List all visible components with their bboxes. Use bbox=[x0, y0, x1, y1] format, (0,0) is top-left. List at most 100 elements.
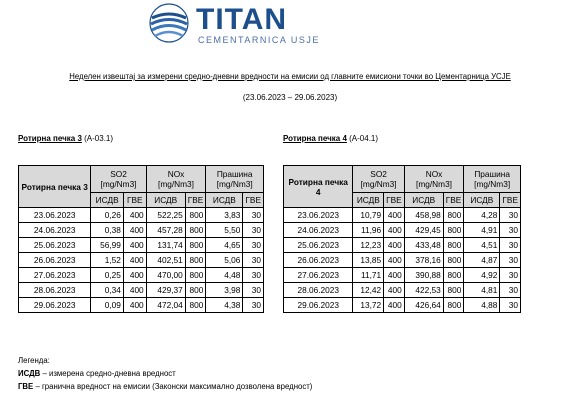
nox-isdv-cell: 390,88 bbox=[403, 267, 444, 283]
so2-gve-cell: 400 bbox=[122, 207, 147, 223]
so2-label: SO2 bbox=[370, 169, 387, 179]
dust-isdv-cell: 4,48 bbox=[205, 267, 244, 283]
dust-gve-cell: 30 bbox=[242, 207, 264, 223]
logo-wordmark: TITAN bbox=[196, 3, 288, 36]
nox-isdv-cell: 378,16 bbox=[403, 252, 444, 268]
nox-gve-cell: 800 bbox=[442, 297, 465, 313]
dust-gve-header: ГВЕ bbox=[242, 192, 264, 208]
nox-gve-cell: 800 bbox=[184, 267, 207, 283]
date-cell: 25.06.2023 bbox=[282, 237, 354, 253]
nox-gve-cell: 800 bbox=[442, 207, 465, 223]
date-cell: 24.06.2023 bbox=[17, 222, 92, 238]
dust-gve-cell: 30 bbox=[499, 237, 521, 253]
so2-unit: [mg/Nm3] bbox=[360, 179, 397, 189]
nox-gve-header: ГВЕ bbox=[442, 192, 465, 208]
so2-header: SO2 [mg/Nm3] bbox=[352, 165, 405, 193]
date-cell: 27.06.2023 bbox=[282, 267, 354, 283]
legend-desc: – гранична вредност на емисии (Законски … bbox=[35, 382, 313, 391]
nox-label: NOx bbox=[167, 169, 185, 179]
nox-gve-cell: 800 bbox=[184, 207, 207, 223]
kiln-3-emissions-table: Ротирна печка 3 SO2 [mg/Nm3] NOx [mg/Nm3… bbox=[17, 165, 264, 313]
so2-isdv-cell: 13,85 bbox=[352, 252, 385, 268]
table-row: 24.06.2023 0,38 400 457,28 800 5,50 30 bbox=[17, 222, 264, 238]
so2-gve-cell: 400 bbox=[383, 252, 405, 268]
date-cell: 25.06.2023 bbox=[17, 237, 92, 253]
legend-term: ИСДВ bbox=[18, 369, 41, 378]
date-cell: 29.06.2023 bbox=[17, 297, 92, 313]
nox-isdv-cell: 522,25 bbox=[145, 207, 186, 223]
nox-isdv-cell: 422,53 bbox=[403, 282, 444, 298]
table-row: 23.06.2023 0,26 400 522,25 800 3,83 30 bbox=[17, 207, 264, 223]
nox-isdv-cell: 458,98 bbox=[403, 207, 444, 223]
so2-gve-cell: 400 bbox=[383, 207, 405, 223]
kiln-3-code: (A-03.1) bbox=[84, 134, 114, 143]
titan-globe-icon bbox=[149, 3, 189, 43]
table-row: 24.06.2023 11,96 400 429,45 800 4,91 30 bbox=[282, 222, 521, 238]
table-row: 29.06.2023 0,09 400 472,04 800 4,38 30 bbox=[17, 297, 264, 313]
dust-gve-cell: 30 bbox=[499, 282, 521, 298]
so2-label: SO2 bbox=[110, 169, 127, 179]
date-cell: 28.06.2023 bbox=[282, 282, 354, 298]
date-cell: 24.06.2023 bbox=[282, 222, 354, 238]
dust-gve-cell: 30 bbox=[499, 252, 521, 268]
nox-gve-cell: 800 bbox=[184, 252, 207, 268]
date-cell: 23.06.2023 bbox=[282, 207, 354, 223]
nox-gve-cell: 800 bbox=[184, 222, 207, 238]
dust-gve-cell: 30 bbox=[499, 297, 521, 313]
dust-gve-cell: 30 bbox=[242, 282, 264, 298]
so2-gve-cell: 400 bbox=[122, 297, 147, 313]
dust-isdv-cell: 4,38 bbox=[205, 297, 244, 313]
dust-isdv-cell: 5,50 bbox=[205, 222, 244, 238]
kiln-3-label: Ротирна печка 3 (A-03.1) bbox=[18, 134, 113, 143]
date-cell: 23.06.2023 bbox=[17, 207, 92, 223]
so2-isdv-cell: 11,71 bbox=[352, 267, 385, 283]
dust-isdv-cell: 3,83 bbox=[205, 207, 244, 223]
kiln-4-table-header: Ротирна печка 4 bbox=[282, 165, 354, 208]
report-period: (23.06.2023 – 29.06.2023) bbox=[242, 93, 338, 102]
table-row: 25.06.2023 56,99 400 131,74 800 4,65 30 bbox=[17, 237, 264, 253]
kiln-4-code: (A-04.1) bbox=[349, 134, 379, 143]
kiln-3-name: Ротирна печка 3 bbox=[18, 134, 82, 143]
dust-isdv-cell: 4,28 bbox=[463, 207, 501, 223]
nox-gve-header: ГВЕ bbox=[184, 192, 207, 208]
dust-gve-cell: 30 bbox=[499, 267, 521, 283]
dust-isdv-cell: 4,65 bbox=[205, 237, 244, 253]
dust-gve-cell: 30 bbox=[242, 267, 264, 283]
so2-gve-cell: 400 bbox=[383, 267, 405, 283]
table-row: 28.06.2023 12,42 400 422,53 800 4,81 30 bbox=[282, 282, 521, 298]
dust-isdv-header: ИСДВ bbox=[205, 192, 244, 208]
date-cell: 28.06.2023 bbox=[17, 282, 92, 298]
nox-isdv-header: ИСДВ bbox=[403, 192, 444, 208]
nox-header: NOx [mg/Nm3] bbox=[403, 165, 465, 193]
kiln-4-emissions-table: Ротирна печка 4 SO2 [mg/Nm3] NOx [mg/Nm3… bbox=[282, 165, 521, 313]
dust-isdv-cell: 4,51 bbox=[463, 237, 501, 253]
nox-isdv-cell: 433,48 bbox=[403, 237, 444, 253]
dust-isdv-cell: 4,87 bbox=[463, 252, 501, 268]
nox-gve-cell: 800 bbox=[442, 267, 465, 283]
table-row: 26.06.2023 1,52 400 402,51 800 5,06 30 bbox=[17, 252, 264, 268]
so2-isdv-cell: 0,34 bbox=[90, 282, 124, 298]
nox-isdv-cell: 472,04 bbox=[145, 297, 186, 313]
nox-unit: [mg/Nm3] bbox=[416, 179, 452, 189]
so2-isdv-cell: 0,26 bbox=[90, 207, 124, 223]
nox-gve-cell: 800 bbox=[184, 237, 207, 253]
table-row: 27.06.2023 11,71 400 390,88 800 4,92 30 bbox=[282, 267, 521, 283]
dust-gve-cell: 30 bbox=[242, 297, 264, 313]
nox-header: NOx [mg/Nm3] bbox=[145, 165, 207, 193]
so2-header: SO2 [mg/Nm3] bbox=[90, 165, 147, 193]
kiln-4-name: Ротирна печка 4 bbox=[283, 134, 347, 143]
so2-gve-cell: 400 bbox=[383, 237, 405, 253]
kiln-4-label: Ротирна печка 4 (A-04.1) bbox=[283, 134, 378, 143]
nox-isdv-header: ИСДВ bbox=[145, 192, 186, 208]
dust-isdv-cell: 4,92 bbox=[463, 267, 501, 283]
nox-gve-cell: 800 bbox=[442, 222, 465, 238]
so2-isdv-cell: 0,38 bbox=[90, 222, 124, 238]
dust-unit: [mg/Nm3] bbox=[216, 179, 253, 189]
nox-gve-cell: 800 bbox=[184, 282, 207, 298]
dust-label: Прашина bbox=[474, 169, 510, 179]
so2-gve-cell: 400 bbox=[383, 297, 405, 313]
dust-isdv-cell: 5,06 bbox=[205, 252, 244, 268]
nox-unit: [mg/Nm3] bbox=[158, 179, 194, 189]
nox-isdv-cell: 131,74 bbox=[145, 237, 186, 253]
legend-term: ГВЕ bbox=[18, 382, 34, 391]
